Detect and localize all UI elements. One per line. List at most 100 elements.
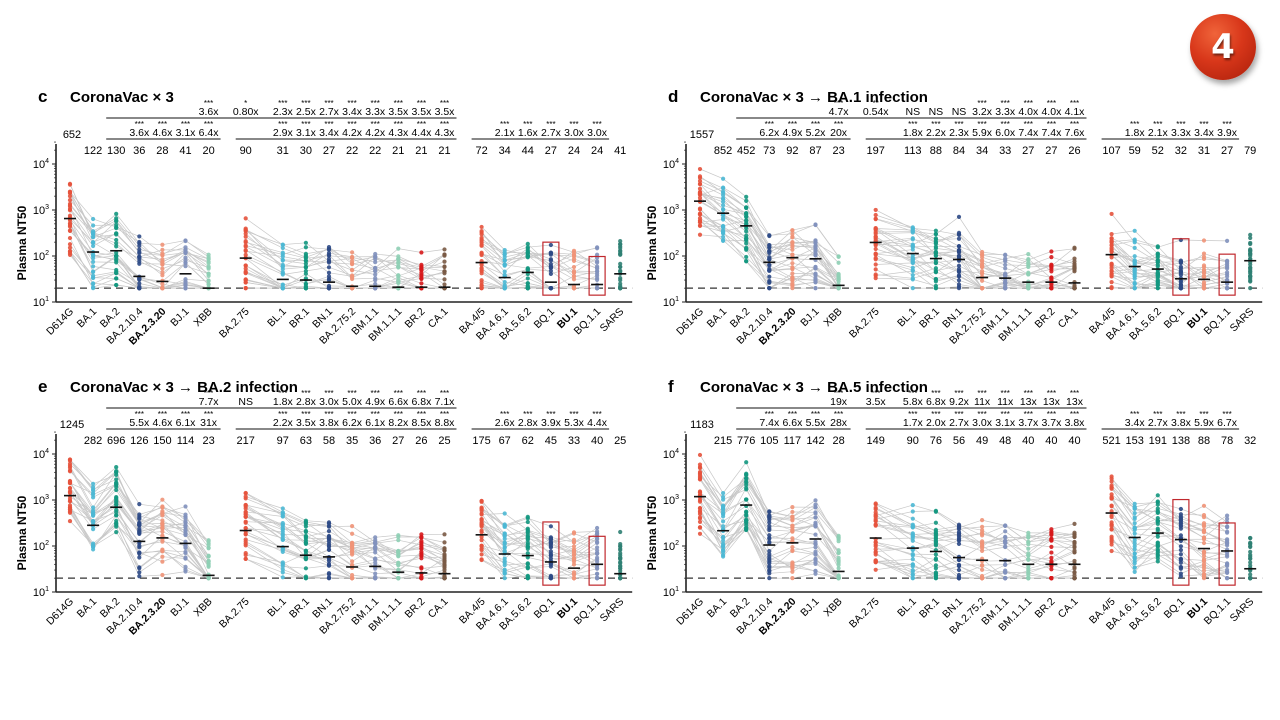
- fold-change-label: 6.6x: [782, 417, 803, 429]
- fold-change-label: 7.1x: [435, 396, 456, 408]
- data-point: [442, 282, 447, 287]
- data-point: [303, 520, 308, 525]
- data-point: [91, 510, 96, 515]
- data-point: [479, 251, 484, 256]
- significance-stars: ***: [204, 410, 213, 419]
- gmt-value: 22: [369, 145, 381, 157]
- significance-stars: ***: [1047, 410, 1056, 419]
- gmt-value: 31: [277, 145, 289, 157]
- significance-stars: ***: [908, 410, 917, 419]
- data-point: [67, 235, 73, 241]
- gmt-value: 36: [133, 145, 145, 157]
- data-point: [1132, 538, 1137, 543]
- data-point: [114, 237, 119, 243]
- data-point: [1201, 568, 1207, 573]
- data-point: [836, 550, 841, 555]
- data-point: [206, 576, 211, 581]
- data-point: [1003, 523, 1008, 528]
- data-point: [114, 513, 119, 518]
- data-point: [183, 286, 188, 291]
- data-point: [1049, 559, 1054, 564]
- fold-change-label: 3.8x: [1065, 417, 1086, 429]
- gmt-value: 28: [156, 145, 168, 157]
- data-point: [1225, 541, 1230, 546]
- gmt-value: 1183: [690, 419, 714, 431]
- data-point: [114, 521, 119, 526]
- data-point: [419, 556, 424, 561]
- data-point: [744, 194, 749, 199]
- data-point: [933, 240, 938, 245]
- data-point: [956, 538, 962, 543]
- data-point: [91, 518, 96, 524]
- data-point: [1003, 540, 1008, 545]
- y-tick-label: 103: [663, 204, 679, 217]
- subject-trace: [1111, 505, 1228, 554]
- significance-stars: ***: [954, 410, 963, 419]
- data-point: [956, 232, 962, 237]
- data-point: [160, 497, 165, 502]
- data-point: [697, 220, 703, 225]
- data-point: [767, 576, 772, 581]
- fold-change-label: 3.4x: [342, 106, 363, 118]
- data-point: [243, 514, 248, 519]
- significance-stars: ***: [181, 120, 190, 129]
- significance-stars: ***: [278, 120, 287, 129]
- fold-change-label: 4.9x: [365, 396, 386, 408]
- data-point: [697, 509, 703, 515]
- data-point: [980, 517, 985, 523]
- data-point: [350, 531, 355, 536]
- data-point: [767, 514, 772, 519]
- gmt-value: 28: [832, 435, 844, 447]
- gmt-value: 23: [832, 145, 844, 157]
- data-point: [933, 261, 938, 266]
- data-point: [502, 524, 507, 529]
- data-point: [721, 223, 726, 229]
- data-point: [1248, 240, 1253, 246]
- data-point: [114, 495, 119, 501]
- data-point: [790, 569, 795, 574]
- data-point: [595, 259, 600, 264]
- significance-stars: ***: [834, 410, 843, 419]
- x-tick-label: SARS: [1228, 596, 1257, 625]
- panel-d-chart: d CoronaVac × 3 → BA.1 infection Plasma NT…: [645, 87, 1263, 348]
- data-point: [502, 252, 507, 257]
- data-point: [114, 276, 119, 281]
- data-point: [1026, 557, 1031, 562]
- fold-change-label: 6.8x: [926, 396, 947, 408]
- data-point: [1178, 286, 1183, 291]
- y-tick-label: 102: [33, 250, 49, 263]
- subject-trace: [481, 513, 598, 554]
- data-point: [91, 269, 96, 274]
- data-point: [160, 526, 165, 531]
- data-point: [1132, 525, 1137, 530]
- significance-stars: ***: [765, 410, 774, 419]
- gmt-value: 92: [786, 145, 798, 157]
- data-point: [303, 540, 308, 545]
- fold-change-label: 0.80x: [233, 106, 259, 118]
- data-point: [697, 191, 703, 196]
- significance-stars: ***: [417, 99, 426, 108]
- panel-letter: c: [38, 87, 47, 106]
- data-point: [396, 576, 401, 581]
- data-point: [479, 522, 484, 527]
- data-point: [373, 571, 378, 576]
- data-point: [1003, 271, 1008, 276]
- data-point: [1049, 532, 1054, 537]
- data-point: [1026, 576, 1031, 581]
- subject-trace: [245, 233, 445, 271]
- significance-stars: ***: [371, 99, 380, 108]
- data-point: [114, 218, 119, 223]
- data-point: [767, 268, 772, 273]
- data-point: [114, 244, 119, 249]
- data-point: [1109, 538, 1114, 543]
- data-point: [1132, 559, 1137, 564]
- fold-change-label: 0.54x: [863, 106, 889, 118]
- data-point: [1072, 576, 1077, 581]
- significance-stars: ***: [788, 410, 797, 419]
- significance-stars: ***: [135, 120, 144, 129]
- data-point: [67, 223, 73, 228]
- data-point: [326, 260, 332, 265]
- data-point: [767, 262, 772, 267]
- significance-stars: ***: [158, 120, 167, 129]
- data-point: [1003, 256, 1008, 261]
